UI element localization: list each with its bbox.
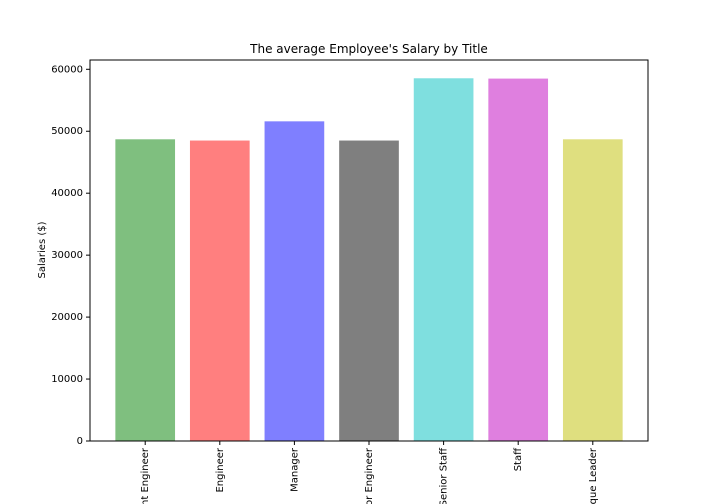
- x-tick-label: Senior Engineer: [364, 447, 375, 504]
- bar: [115, 139, 176, 442]
- chart-title: The average Employee's Salary by Title: [249, 42, 488, 56]
- y-tick-label: 30000: [51, 250, 83, 261]
- x-tick-label: Technique Leader: [588, 447, 599, 504]
- y-tick-label: 60000: [51, 64, 83, 75]
- y-tick-label: 50000: [51, 126, 83, 137]
- x-tick-label: Manager: [289, 447, 300, 492]
- y-tick-label: 40000: [51, 188, 83, 199]
- y-tick-label: 20000: [51, 312, 83, 323]
- y-tick-label: 10000: [51, 374, 83, 385]
- x-tick-label: Staff: [513, 447, 524, 471]
- x-tick-label: Senior Staff: [439, 447, 450, 504]
- bar: [189, 140, 250, 441]
- plot-frame: [89, 59, 649, 442]
- y-tick-label: 0: [77, 436, 83, 447]
- y-axis-label: Salaries ($): [37, 221, 48, 278]
- bar: [264, 121, 325, 441]
- bar: [488, 78, 549, 442]
- bar: [339, 140, 399, 441]
- bar: [413, 78, 474, 442]
- x-tick-label: Engineer: [215, 447, 226, 492]
- x-tick-label: Assistant Engineer: [140, 447, 151, 504]
- bar: [562, 139, 623, 442]
